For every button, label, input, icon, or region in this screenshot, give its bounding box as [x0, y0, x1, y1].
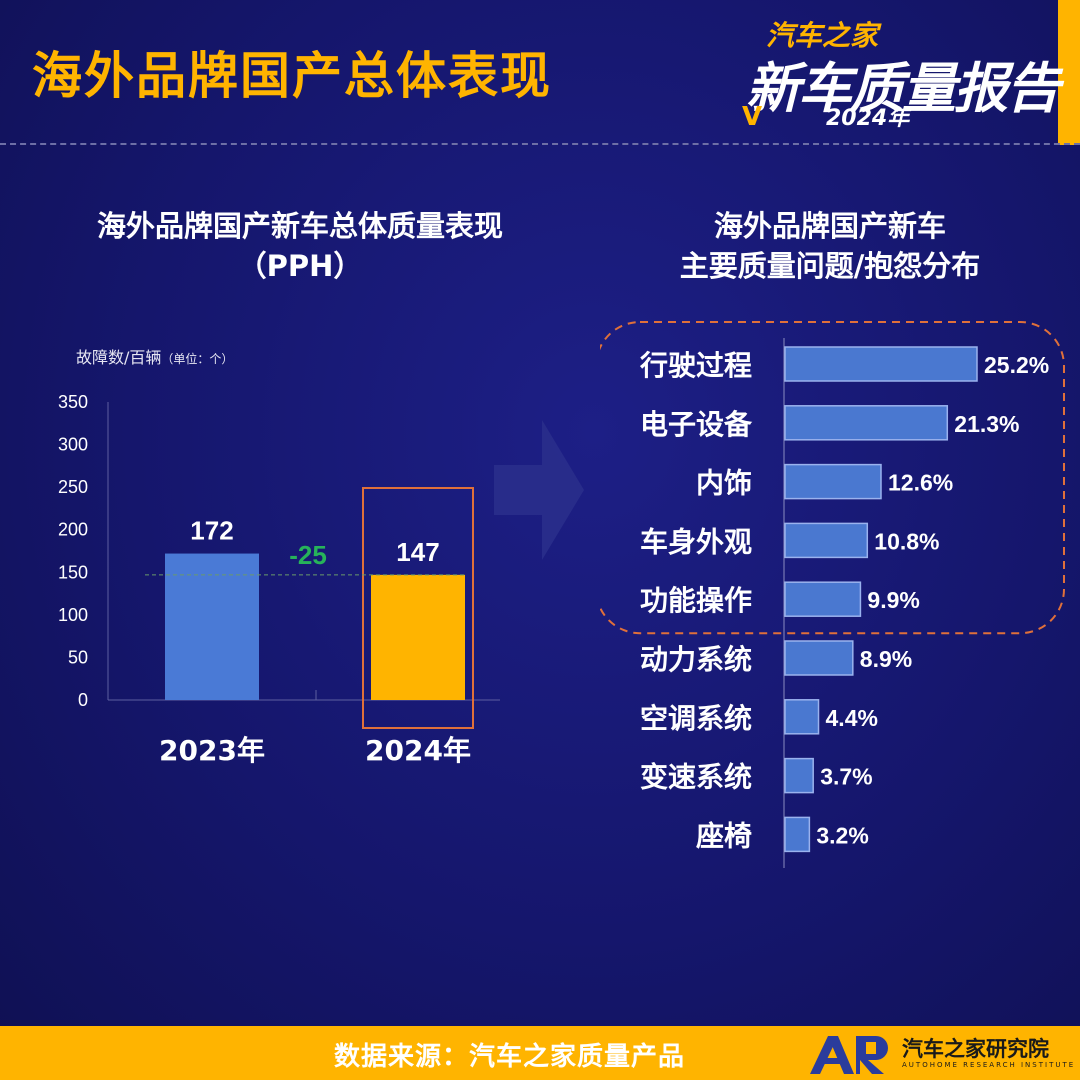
- y-tick-label: 50: [68, 647, 88, 667]
- hbar-0: [784, 346, 978, 382]
- category-label: 变速系统: [640, 761, 752, 794]
- bar-value-label: 147: [396, 537, 439, 567]
- y-axis-label-text: 故障数/百辆: [76, 348, 162, 367]
- y-tick-label: 350: [58, 392, 88, 412]
- hbar-value-label: 3.7%: [820, 764, 872, 790]
- left-chart-subtitle: （PPH）: [237, 249, 363, 283]
- arrow-right-icon: [494, 420, 584, 560]
- bar-value-label: 172: [190, 516, 233, 546]
- logo-year: 2024年: [826, 106, 910, 131]
- y-tick-label: 300: [58, 435, 88, 455]
- right-chart-title: 海外品牌国产新车 主要质量问题/抱怨分布: [600, 206, 1060, 286]
- y-axis-label: 故障数/百辆（单位：个）: [76, 344, 233, 368]
- hbar-8: [784, 816, 811, 853]
- hbar-5: [784, 640, 854, 676]
- right-chart-subtitle: 主要质量问题/抱怨分布: [679, 249, 981, 283]
- highlight-box: [362, 487, 474, 729]
- hbar-2: [784, 463, 882, 500]
- org-name: 汽车之家研究院: [902, 1037, 1049, 1061]
- top-issues-highlight: [600, 321, 1065, 635]
- y-tick-label: 100: [58, 605, 88, 625]
- hbar-value-label: 9.9%: [867, 587, 919, 613]
- x-category-label: 2024年: [365, 734, 471, 767]
- data-source: 数据来源：汽车之家质量产品: [334, 1042, 686, 1072]
- bar-1: [371, 574, 465, 700]
- hbar-value-label: 4.4%: [826, 705, 878, 731]
- logo-brand: 汽车之家: [766, 19, 879, 52]
- category-label: 功能操作: [640, 584, 752, 617]
- hbar-value-label: 8.9%: [860, 646, 912, 672]
- ar-logo-icon: [810, 1036, 888, 1074]
- bar-0: [165, 553, 259, 700]
- hbar-1: [784, 405, 949, 441]
- report-logo: 汽车之家 新车质量报告 V 2024年: [740, 6, 1060, 134]
- page-title: 海外品牌国产总体表现: [32, 47, 552, 105]
- hbar-value-label: 12.6%: [888, 470, 953, 496]
- hbar-7: [784, 757, 814, 794]
- left-chart-title: 海外品牌国产新车总体质量表现 （PPH）: [40, 206, 560, 286]
- y-tick-label: 250: [58, 477, 88, 497]
- footer-bar: 数据来源：汽车之家质量产品 汽车之家研究院 AUTOHOME RESEARCH …: [0, 1026, 1080, 1080]
- category-label: 车身外观: [640, 525, 752, 558]
- header-accent-bar: [1058, 0, 1080, 145]
- pph-bar-chart: 0 50 100 150 200 250 300 350 172 2023年 147 2024年 -25: [58, 392, 500, 767]
- category-label: 电子设备: [640, 408, 753, 441]
- org-name-en: AUTOHOME RESEARCH INSTITUTE: [902, 1061, 1076, 1069]
- y-axis-unit: （单位：个）: [161, 352, 234, 366]
- y-tick-label: 0: [78, 690, 88, 710]
- complaint-distribution-chart: 行驶过程 25.2% 电子设备 21.3% 内饰 12.6% 车身外观 10.8% 功能操作 9.…: [600, 321, 1065, 868]
- logo-check-icon: V: [742, 102, 763, 132]
- hbar-4: [784, 581, 862, 617]
- category-label: 行驶过程: [639, 349, 752, 382]
- category-label: 动力系统: [640, 643, 752, 676]
- right-chart-title-main: 海外品牌国产新车: [713, 209, 946, 243]
- delta-label: -25: [289, 540, 327, 570]
- hbar-value-label: 25.2%: [984, 352, 1049, 378]
- logo-main-text: 新车质量报告: [746, 57, 1060, 120]
- hbar-6: [784, 699, 820, 735]
- left-chart-title-main: 海外品牌国产新车总体质量表现: [96, 209, 503, 243]
- hbar-value-label: 3.2%: [816, 822, 868, 848]
- hbar-value-label: 10.8%: [874, 528, 939, 554]
- category-label: 内饰: [696, 467, 752, 500]
- hbar-3: [784, 522, 869, 559]
- y-tick-label: 200: [58, 520, 88, 540]
- y-tick-label: 150: [58, 562, 88, 582]
- category-label: 空调系统: [640, 702, 752, 735]
- hbar-value-label: 21.3%: [954, 411, 1019, 437]
- x-category-label: 2023年: [159, 734, 265, 767]
- header-divider: [0, 143, 1080, 145]
- category-label: 座椅: [696, 819, 752, 852]
